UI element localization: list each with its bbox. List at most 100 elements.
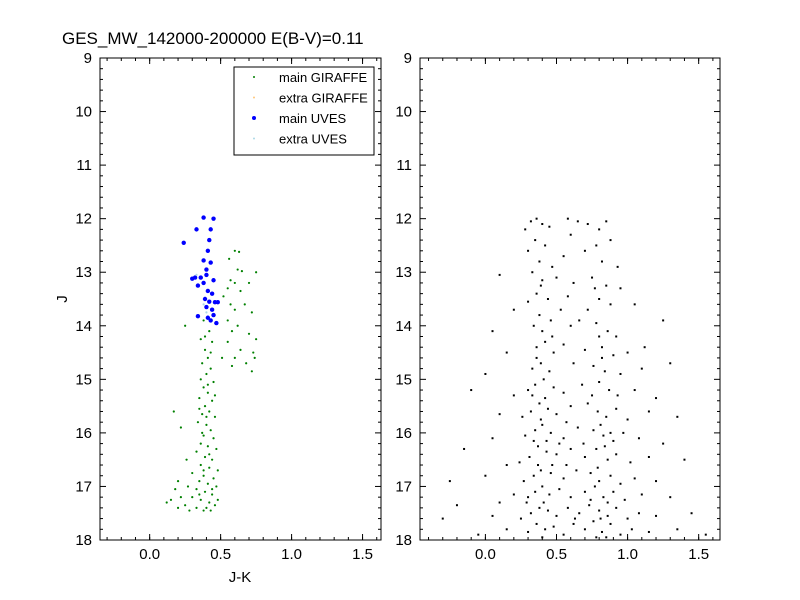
- data-point: [220, 356, 224, 360]
- data-point: [538, 314, 541, 317]
- y-tick-label: 13: [75, 264, 92, 281]
- data-point: [676, 528, 679, 531]
- data-point: [562, 343, 565, 346]
- data-point: [633, 477, 636, 480]
- data-point: [202, 474, 205, 477]
- data-point: [582, 442, 585, 445]
- x-axis-label: J-K: [229, 569, 252, 586]
- y-tick-label: 18: [75, 532, 92, 549]
- data-point: [198, 479, 201, 483]
- data-point: [546, 509, 549, 512]
- data-point: [208, 260, 213, 265]
- data-point: [470, 389, 473, 392]
- data-point: [512, 308, 515, 311]
- data-point: [535, 356, 538, 359]
- data-point: [205, 423, 208, 426]
- y-tick-label: 14: [395, 318, 412, 335]
- data-point: [205, 372, 208, 376]
- data-point: [205, 288, 211, 294]
- data-point: [208, 410, 211, 413]
- data-point: [201, 413, 204, 416]
- data-point: [600, 260, 603, 263]
- data-point: [542, 501, 545, 504]
- data-point: [595, 322, 598, 325]
- data-point: [535, 217, 538, 220]
- data-point: [247, 332, 251, 335]
- data-point: [188, 509, 191, 512]
- data-point: [207, 299, 212, 304]
- data-point: [233, 308, 236, 311]
- data-point: [591, 276, 594, 279]
- data-point: [616, 265, 619, 268]
- data-point: [198, 407, 201, 410]
- y-tick-label: 15: [75, 371, 92, 388]
- data-point: [208, 466, 211, 469]
- y-tick-label: 16: [75, 425, 92, 442]
- data-point: [545, 450, 548, 453]
- data-point: [205, 315, 211, 320]
- data-point: [205, 248, 211, 253]
- x-tick-label: 1.0: [281, 546, 302, 563]
- data-point: [569, 447, 572, 450]
- data-point: [655, 480, 658, 483]
- data-point: [609, 474, 612, 477]
- data-point: [655, 514, 658, 517]
- data-point: [637, 437, 640, 440]
- data-point: [229, 303, 232, 306]
- data-point: [655, 397, 658, 400]
- data-point: [199, 338, 202, 341]
- data-point: [596, 466, 599, 469]
- data-point: [544, 397, 547, 400]
- data-point: [541, 330, 544, 333]
- data-point: [569, 233, 572, 236]
- data-point: [538, 402, 541, 405]
- legend-marker: [253, 96, 255, 99]
- data-point: [211, 278, 216, 283]
- data-point: [524, 434, 527, 437]
- data-point: [209, 509, 212, 512]
- data-point: [169, 498, 173, 501]
- data-point: [531, 271, 534, 274]
- data-point: [207, 237, 212, 243]
- legend-entry: extra UVES: [279, 132, 347, 147]
- data-point: [208, 318, 213, 323]
- legend-marker: [253, 137, 255, 140]
- data-point: [596, 410, 599, 413]
- data-point: [608, 389, 611, 392]
- data-point: [212, 477, 215, 480]
- data-point: [633, 303, 636, 306]
- data-point: [606, 514, 609, 517]
- data-point: [204, 272, 209, 278]
- data-point: [606, 330, 609, 333]
- data-point: [532, 474, 535, 477]
- data-point: [202, 319, 205, 322]
- data-point: [629, 461, 632, 464]
- data-point: [643, 346, 646, 349]
- data-point: [528, 455, 531, 458]
- data-point: [562, 437, 565, 440]
- data-point: [186, 485, 190, 488]
- data-point: [602, 434, 605, 437]
- data-point: [565, 464, 568, 467]
- data-point: [647, 455, 650, 458]
- data-point: [609, 522, 612, 525]
- data-point: [551, 265, 554, 268]
- data-point: [640, 493, 643, 496]
- data-point: [615, 407, 618, 410]
- data-point: [534, 383, 537, 386]
- y-tick-label: 9: [404, 50, 412, 67]
- data-point: [205, 311, 208, 314]
- data-point: [605, 536, 608, 539]
- data-point: [527, 530, 530, 533]
- data-point: [555, 453, 558, 456]
- data-point: [555, 276, 558, 279]
- data-point: [222, 295, 225, 298]
- data-point: [586, 223, 589, 226]
- data-point: [441, 517, 444, 520]
- data-point: [569, 496, 572, 499]
- data-point: [676, 415, 679, 418]
- x-tick-label: 1.5: [352, 546, 373, 563]
- data-point: [199, 498, 202, 501]
- data-point: [179, 496, 182, 499]
- data-point: [211, 340, 214, 343]
